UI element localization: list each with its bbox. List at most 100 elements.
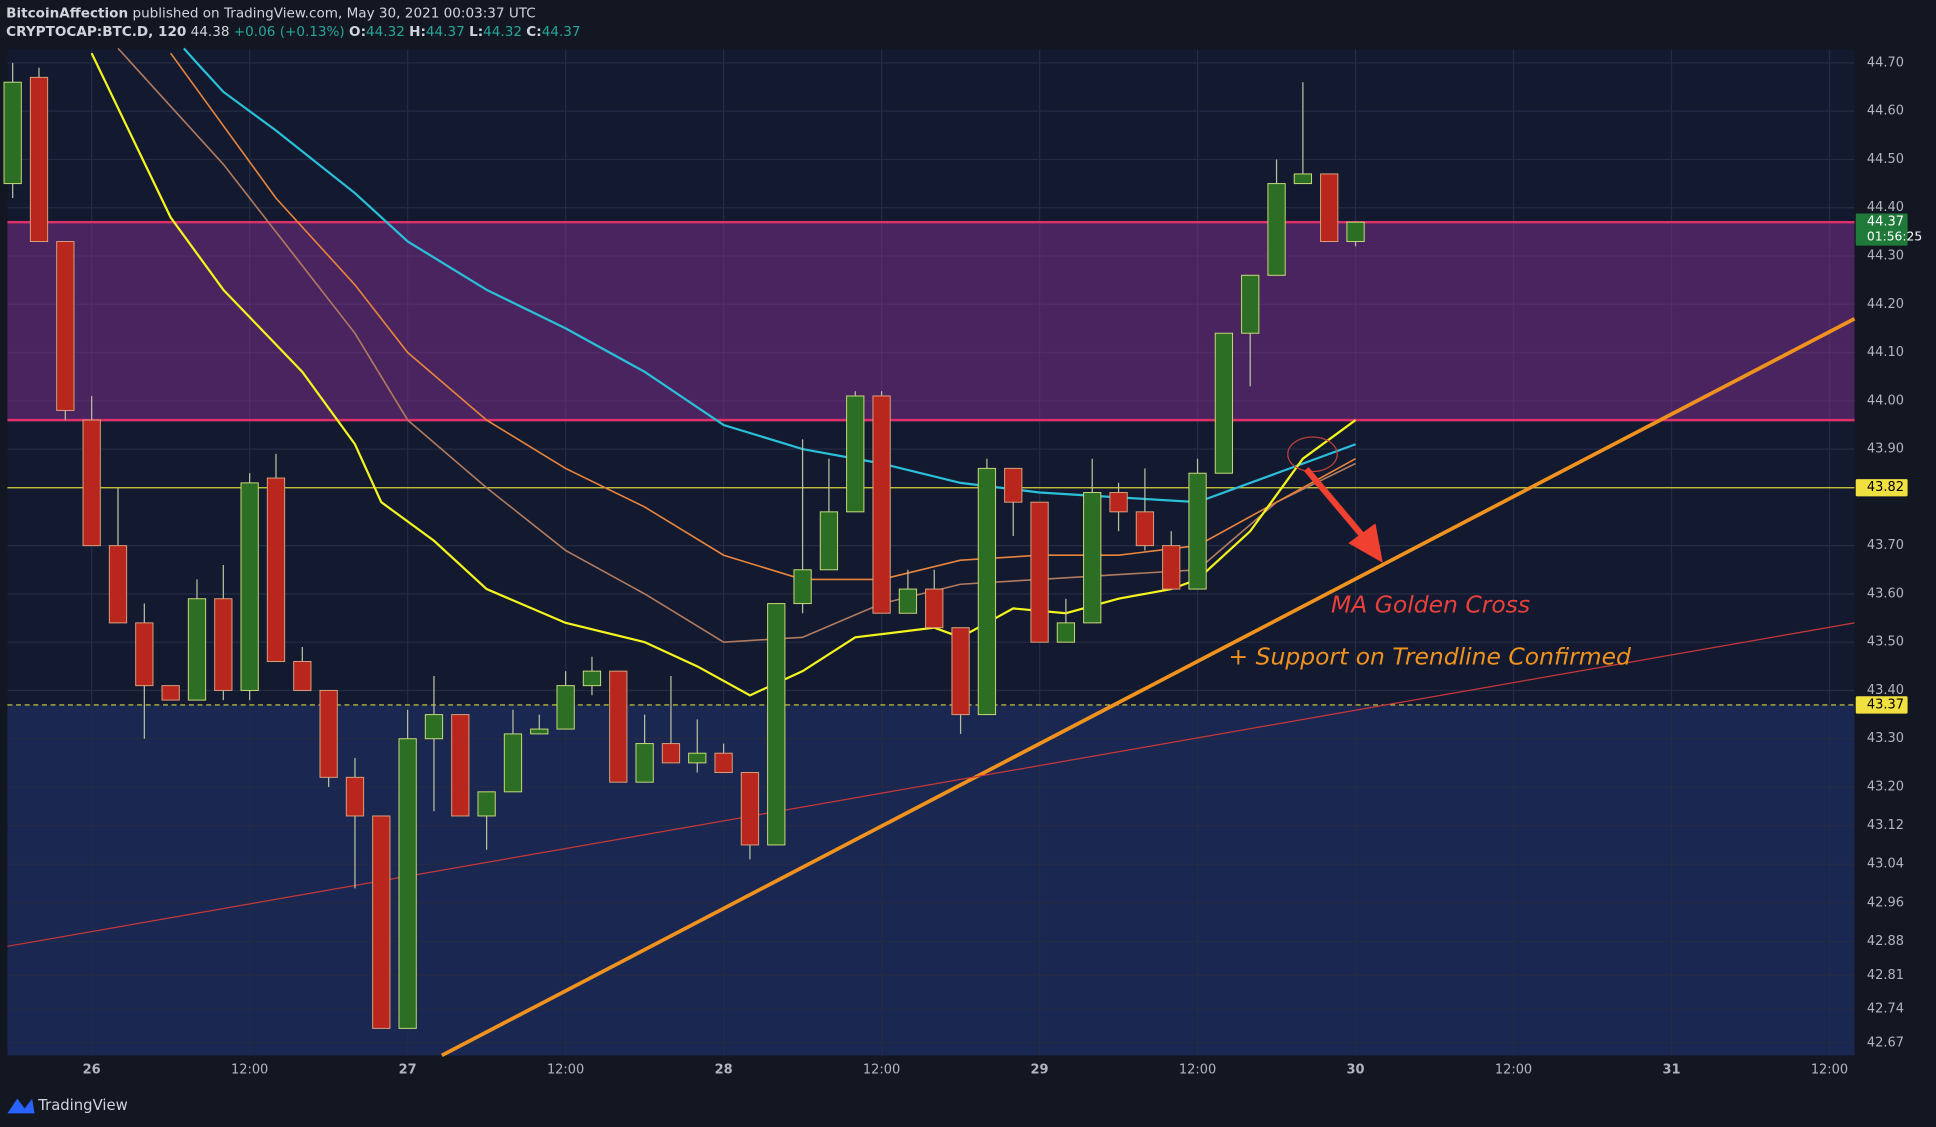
last: 44.38 [191,24,230,40]
candle-body [108,545,128,624]
candle-body [1030,501,1049,643]
x-tick-label: 30 [1347,1063,1365,1078]
candle-body [3,81,22,185]
y-tick-label: 44.60 [1867,104,1904,119]
annotation: + Support on Trendline Confirmed [1229,642,1631,670]
price-label: 44.37 [1867,215,1904,230]
candle-body [582,670,602,687]
x-tick-label: 26 [83,1063,101,1078]
y-tick-label: 43.40 [1867,683,1904,698]
x-tick-label: 31 [1662,1063,1680,1078]
ohlc-value: 44.37 [426,24,465,40]
y-tick-label: 43.04 [1867,857,1904,872]
candle-body [1293,173,1313,185]
candle-body [1162,545,1181,590]
candle-body [451,714,470,817]
header-line: BitcoinAffection published on TradingVie… [6,6,536,22]
candle-body [214,598,233,691]
lower-region [7,704,1855,1056]
x-tick-label: 12:00 [1495,1063,1532,1078]
candle-body [793,569,812,605]
highlight-circle [1287,436,1338,473]
price-label: 43.82 [1867,480,1904,495]
candle-body [1320,173,1339,242]
candle-body [925,588,944,629]
candle-body [1056,622,1076,643]
ohlc-value: 44.37 [542,24,581,40]
candle-body [1214,332,1234,474]
y-tick-label: 44.30 [1867,248,1904,263]
candle-body [767,603,786,846]
x-tick-label: 12:00 [1811,1063,1848,1078]
symbol: CRYPTOCAP:BTC.D, 120 [6,24,186,40]
brand[interactable]: TradingView [37,1097,127,1114]
price-label: 43.37 [1867,697,1904,712]
ohlc-key: C: [526,24,541,40]
candle-body [266,477,286,662]
x-tick-label: 12:00 [547,1063,584,1078]
candle-body [372,815,391,1029]
change: +0.06 (+0.13%) [234,24,345,40]
candle-body [609,670,628,783]
ohlc-key: O: [349,24,366,40]
candle-body [424,714,444,740]
candle-body [187,598,207,701]
candle-body [29,76,49,242]
candle-body [82,419,101,547]
resistance-zone [7,222,1855,421]
y-tick-label: 43.12 [1867,818,1904,833]
ohlc-value: 44.32 [483,24,522,40]
logo [7,1098,35,1114]
y-tick-label: 42.81 [1867,968,1904,983]
candle-body [1267,183,1286,276]
annotation: MA Golden Cross [1331,591,1530,619]
candle-body [714,752,733,774]
arrow-head [1348,523,1383,563]
candle-body [740,772,760,846]
trendline [7,622,1855,947]
x-tick-label: 12:00 [863,1063,900,1078]
candle-body [319,689,338,778]
moving-average [117,47,1356,643]
y-tick-label: 43.30 [1867,731,1904,746]
footer: TradingView [7,1097,128,1114]
y-tick-label: 42.67 [1867,1035,1904,1050]
ohlc-value: 44.32 [366,24,405,40]
y-tick-label: 43.50 [1867,635,1904,650]
candle-body [1083,492,1102,624]
price-label-timer: 01:56:25 [1867,230,1922,244]
y-tick-label: 43.60 [1867,586,1904,601]
candle-body [846,395,865,513]
x-tick-label: 28 [715,1063,733,1078]
candle-body [503,733,523,793]
price-label-box [1855,696,1908,714]
candle-body [530,728,549,735]
arrow-shaft [1303,467,1368,542]
candle-body [1346,221,1365,242]
candle-body [635,743,654,783]
y-tick-label: 44.20 [1867,297,1904,312]
x-tick-label: 29 [1031,1063,1049,1078]
author: BitcoinAffection [6,6,128,22]
y-tick-label: 42.96 [1867,895,1904,910]
candle-body [872,395,891,614]
candle-body [345,776,365,817]
x-tick-label: 27 [399,1063,417,1078]
price-label-box [1855,479,1908,497]
moving-average [169,52,1356,581]
candle-body [1241,274,1260,334]
candle-body [398,738,417,1029]
candle-body [1135,511,1155,547]
candle-body [1109,492,1128,513]
candle-body [56,241,75,411]
candle-body [293,660,312,691]
y-tick-label: 42.74 [1867,1002,1904,1017]
published: published on TradingView.com, May 30, 20… [132,6,535,22]
candle-body [1188,472,1207,590]
ohlc-key: H: [409,24,426,40]
ohlc-key: L: [469,24,483,40]
y-tick-label: 44.40 [1867,200,1904,215]
y-tick-label: 43.20 [1867,780,1904,795]
